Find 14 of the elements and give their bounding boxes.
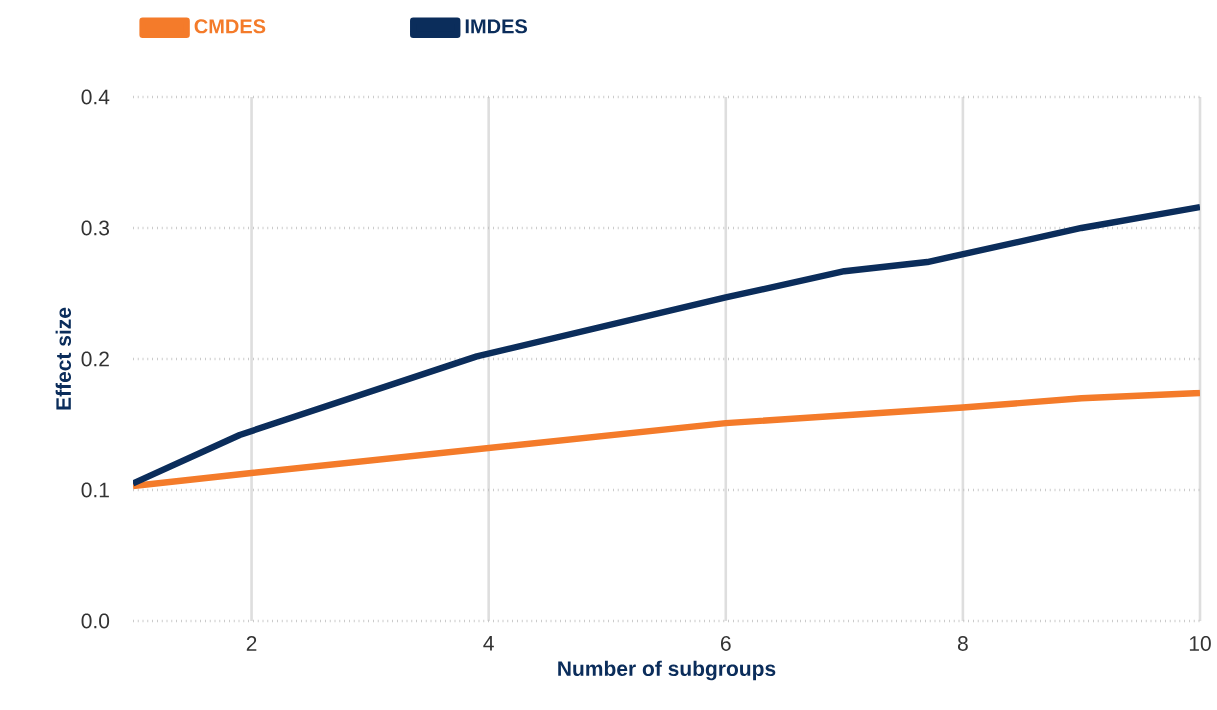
y-tick-label: 0.0	[81, 613, 110, 629]
x-tick-label: 10	[1189, 636, 1211, 651]
legend-label: IMDES	[465, 19, 527, 34]
x-tick-label: 6	[721, 636, 731, 651]
x-tick-label: 2	[246, 636, 257, 651]
y-tick-label: 0.4	[81, 89, 110, 105]
legend-label: CMDES	[194, 19, 266, 34]
y-axis-title: Effect size	[55, 307, 72, 410]
y-tick-label: 0.2	[81, 351, 109, 367]
y-tick-label: 0.3	[81, 220, 110, 236]
x-tick-label: 8	[957, 636, 968, 651]
y-tick-label: 0.1	[81, 482, 109, 498]
x-axis-title: Number of subgroups	[558, 660, 776, 681]
x-tick-label: 4	[483, 636, 494, 651]
